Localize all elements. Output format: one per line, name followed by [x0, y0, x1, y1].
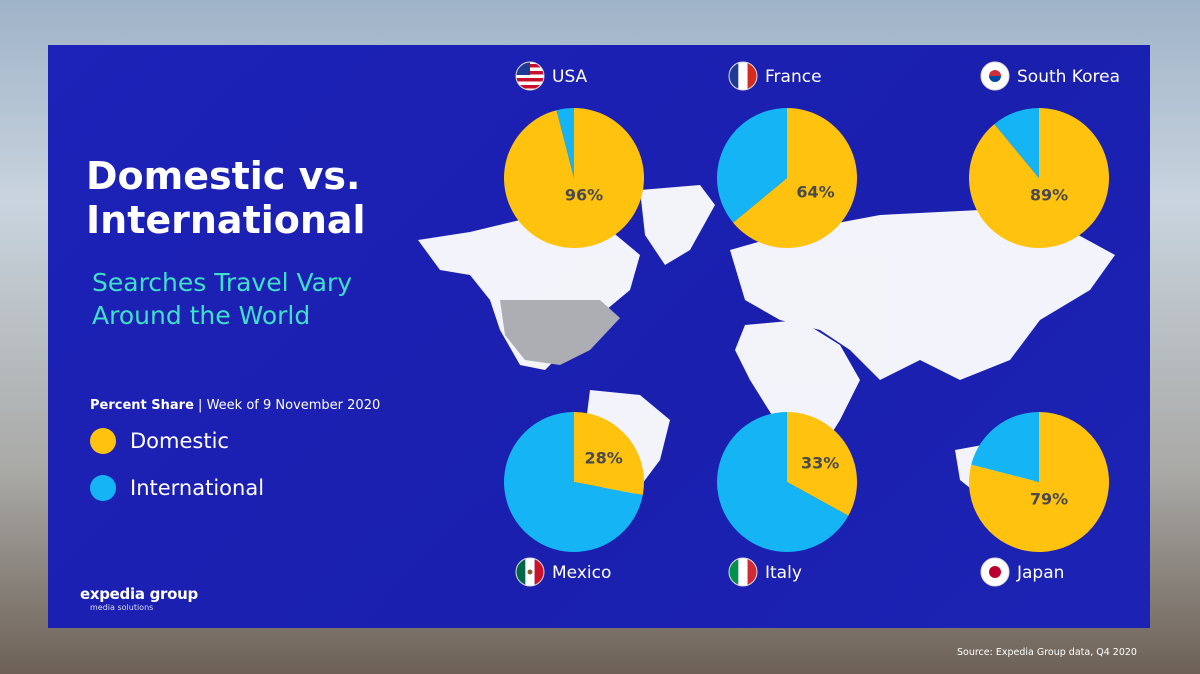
map-usa-highlight [500, 300, 620, 365]
slice-international [717, 108, 787, 223]
slice-international [971, 412, 1039, 482]
country-label: Japan [1016, 563, 1064, 583]
share-period: Week of 9 November 2020 [206, 398, 381, 413]
slice-domestic [787, 412, 857, 516]
slice-domestic [968, 108, 1109, 249]
pie-japan: 79% Japan [968, 412, 1109, 587]
legend-label: Domestic [130, 429, 229, 453]
data-label: 89% [1030, 186, 1068, 205]
legend-label: International [130, 476, 265, 500]
map-europe-asia [730, 210, 1115, 380]
source-note: Source: Expedia Group data, Q4 2020 [957, 647, 1137, 658]
country-label: Italy [765, 563, 802, 583]
slice-domestic [574, 412, 644, 496]
pie-south-korea: 89% South Korea [968, 61, 1120, 249]
mexico-flag-icon [515, 557, 545, 587]
share-separator: | [198, 398, 203, 413]
domestic-swatch [90, 428, 116, 454]
subtitle-line-1: Searches Travel Vary [92, 268, 353, 297]
slice-international [556, 108, 574, 178]
data-label: 64% [796, 182, 834, 201]
legend-item-domestic: Domestic [90, 428, 229, 454]
percent-share-caption: Percent Share | Week of 9 November 2020 [90, 398, 380, 413]
chart-subtitle: Searches Travel Vary Around the World [92, 266, 352, 332]
slice-international [503, 412, 643, 552]
expedia-logo: expedia group media solutions [80, 585, 198, 612]
france-flag-icon [728, 61, 758, 91]
data-label: 28% [585, 448, 623, 467]
pie-italy: 33% Italy [717, 412, 857, 587]
international-swatch [90, 475, 116, 501]
country-label: USA [552, 67, 588, 87]
slice-domestic [733, 108, 857, 249]
japan-flag-icon [980, 557, 1010, 587]
title-line-1: Domestic vs. [86, 154, 361, 198]
country-label: South Korea [1017, 67, 1120, 87]
italy-flag-icon [728, 557, 758, 587]
share-label: Percent Share [90, 398, 194, 413]
pie-france: 64% France [717, 61, 857, 249]
slice-international [717, 412, 849, 553]
country-label: France [765, 67, 822, 87]
data-label: 79% [1030, 490, 1068, 509]
pie-usa: 96% USA [504, 61, 644, 249]
data-label: 96% [565, 186, 603, 205]
legend-item-international: International [90, 475, 264, 501]
map-greenland [640, 185, 715, 265]
chart-title: Domestic vs. International [86, 154, 366, 242]
logo-name: expedia group [80, 585, 198, 603]
data-label: 33% [801, 453, 839, 472]
subtitle-line-2: Around the World [92, 301, 311, 330]
south-korea-flag-icon [980, 61, 1010, 91]
slice-international [994, 108, 1039, 178]
pie-mexico: 28% Mexico [503, 412, 644, 587]
usa-flag-icon [515, 61, 545, 91]
logo-tagline: media solutions [90, 603, 154, 612]
title-line-2: International [86, 198, 366, 242]
map-north-america [418, 220, 640, 370]
country-label: Mexico [552, 563, 611, 583]
